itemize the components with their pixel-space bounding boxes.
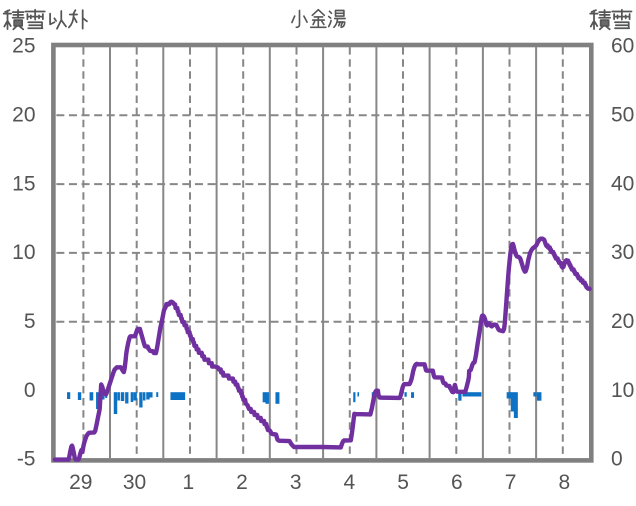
- svg-text:0: 0: [24, 379, 36, 402]
- svg-text:15: 15: [12, 172, 35, 195]
- svg-text:30: 30: [611, 241, 634, 264]
- svg-text:7: 7: [505, 471, 517, 494]
- svg-text:3: 3: [290, 471, 302, 494]
- svg-text:20: 20: [611, 310, 634, 333]
- svg-text:60: 60: [611, 35, 634, 58]
- svg-text:6: 6: [451, 471, 463, 494]
- svg-text:20: 20: [12, 104, 35, 127]
- svg-text:10: 10: [611, 379, 634, 402]
- svg-text:8: 8: [558, 471, 570, 494]
- svg-text:2: 2: [236, 471, 248, 494]
- svg-text:30: 30: [123, 471, 146, 494]
- svg-text:29: 29: [69, 471, 92, 494]
- svg-text:40: 40: [611, 172, 634, 195]
- svg-text:0: 0: [611, 448, 623, 471]
- svg-text:1: 1: [182, 471, 194, 494]
- svg-text:10: 10: [12, 241, 35, 264]
- svg-text:4: 4: [344, 471, 356, 494]
- svg-text:-5: -5: [17, 448, 36, 471]
- svg-text:50: 50: [611, 104, 634, 127]
- svg-text:25: 25: [12, 35, 35, 58]
- svg-text:5: 5: [397, 471, 409, 494]
- svg-text:5: 5: [24, 310, 36, 333]
